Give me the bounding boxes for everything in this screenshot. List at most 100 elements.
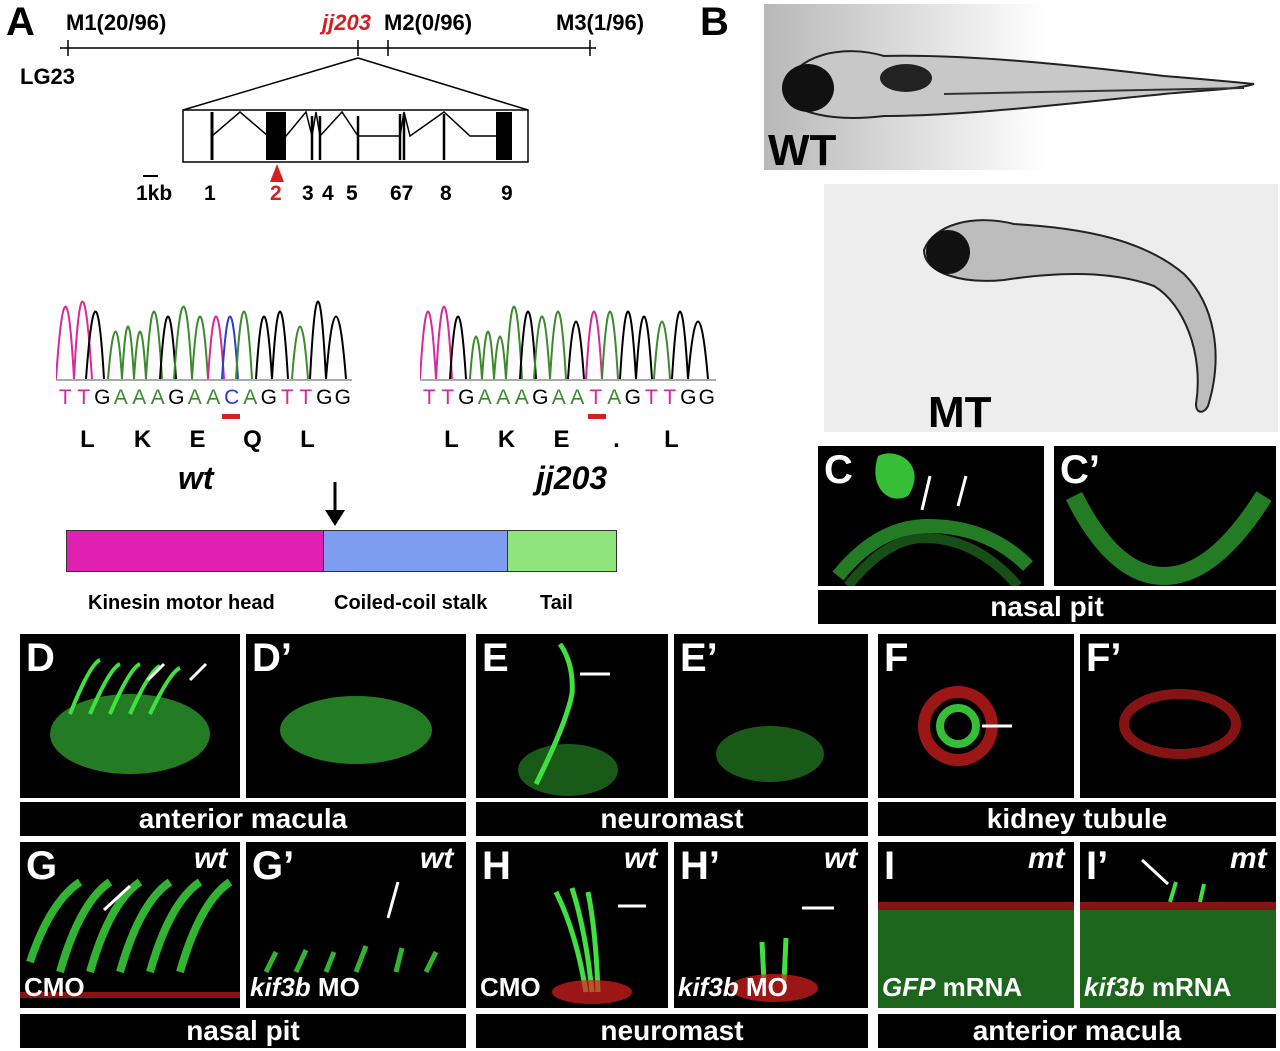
exon-label: 9	[501, 182, 513, 205]
marker-m2: M2(0/96)	[384, 10, 473, 35]
amino-acid: .	[613, 426, 620, 453]
panel-label-g: G	[26, 844, 58, 888]
base: A	[150, 386, 165, 409]
base: G	[698, 386, 715, 409]
genotype-label-h: wt	[624, 842, 658, 875]
domain-label-motor: Kinesin motor head	[88, 592, 275, 614]
amino-acid: L	[444, 426, 459, 453]
base: G	[624, 386, 641, 409]
scale-bar-label: 1kb	[136, 182, 173, 205]
exon-label: 5	[346, 182, 358, 205]
base: A	[607, 386, 622, 409]
panel-label-i2: I’	[1086, 844, 1109, 888]
exon-label: 8	[440, 182, 452, 205]
treatment-label-h: CMO	[480, 972, 541, 1002]
bar-c-nasal-pit: nasal pit	[818, 590, 1276, 624]
panel-label-d2: D’	[252, 636, 292, 680]
linkage-group-label: LG23	[20, 64, 76, 89]
treatment-label-g: CMO	[24, 972, 85, 1002]
domain-label-stalk: Coiled-coil stalk	[334, 592, 488, 614]
image-g-nasal-pit-cmo: G wt CMO	[20, 842, 240, 1008]
wt-chromatogram	[56, 300, 352, 381]
bar-i-anterior-macula: anterior macula	[878, 1014, 1276, 1048]
mutant-mutation-underline	[588, 414, 606, 419]
gene-name: GFP	[882, 972, 936, 1002]
treatment-label-i2: kif3b mRNA	[1084, 972, 1231, 1003]
wt-larva-image: WT	[764, 4, 1278, 175]
base: T	[280, 386, 294, 409]
base: T	[422, 386, 436, 409]
image-h2-neuromast-kif3b-mo: H’ wt kif3b MO	[674, 842, 868, 1008]
bar-g-nasal-pit: nasal pit	[20, 1014, 466, 1048]
image-c2-nasal-pit-mt: C’	[1054, 446, 1276, 586]
image-e2-neuromast-mt: E’	[674, 634, 868, 798]
image-d2-anterior-macula-mt: D’	[246, 634, 466, 798]
genetic-map-diagram	[60, 40, 596, 182]
base: G	[532, 386, 549, 409]
mutant-protein-sequence: L K E. L	[424, 426, 699, 454]
base: A	[551, 386, 566, 409]
gene-name: kif3b	[250, 972, 311, 1002]
base-mutation-site: C	[224, 386, 240, 409]
amino-acid: K	[133, 426, 152, 453]
exon-label: 1	[204, 182, 216, 205]
base: G	[260, 386, 277, 409]
base: A	[477, 386, 492, 409]
base: A	[570, 386, 585, 409]
treatment-label-i: GFP mRNA	[882, 972, 1022, 1003]
wt-mutation-underline	[222, 414, 240, 419]
image-c-nasal-pit-wt: C	[818, 446, 1044, 586]
image-f2-kidney-tubule-mt: F’	[1080, 634, 1276, 798]
image-e-neuromast-wt: E	[476, 634, 668, 798]
base: A	[113, 386, 128, 409]
panel-label-e: E	[482, 636, 509, 680]
panel-label-a: A	[6, 0, 35, 44]
treatment-label-g2: kif3b MO	[250, 972, 360, 1003]
base: T	[663, 386, 677, 409]
base: G	[168, 386, 185, 409]
mutant-larva-image: MT	[824, 184, 1278, 437]
base: A	[206, 386, 221, 409]
amino-acid: L	[664, 426, 679, 453]
genotype-label-g: wt	[194, 842, 228, 875]
amino-acid: Q	[243, 426, 262, 453]
bar-h-neuromast: neuromast	[476, 1014, 868, 1048]
panel-label-f: F	[884, 636, 909, 680]
treatment-type: MO	[310, 972, 360, 1002]
panel-label-g2: G’	[252, 844, 295, 888]
amino-acid: K	[497, 426, 516, 453]
panel-label-f2: F’	[1086, 636, 1122, 680]
panel-label-i: I	[884, 844, 896, 888]
bar-f-kidney-tubule: kidney tubule	[878, 802, 1276, 836]
genotype-label-i2: mt	[1230, 842, 1267, 875]
base: A	[243, 386, 258, 409]
wt-genotype-label: wt	[178, 460, 214, 496]
amino-acid: E	[189, 426, 206, 453]
genotype-label-g2: wt	[420, 842, 454, 875]
base: G	[458, 386, 475, 409]
domain-coiled-coil	[323, 530, 508, 572]
marker-m3: M3(1/96)	[556, 10, 645, 35]
mutant-chromatogram	[420, 305, 716, 381]
base: T	[441, 386, 455, 409]
base: G	[334, 386, 351, 409]
panel-label-c2: C’	[1060, 448, 1100, 492]
down-arrow-icon	[325, 482, 345, 526]
bar-d-anterior-macula: anterior macula	[20, 802, 466, 836]
wt-larva-label: WT	[768, 126, 837, 175]
genotype-label-h2: wt	[824, 842, 858, 875]
mutant-larva-label: MT	[928, 388, 992, 437]
treatment-type: mRNA	[1144, 972, 1232, 1002]
base-mutation-site: T	[589, 386, 603, 409]
panel-label-h2: H’	[680, 844, 720, 888]
mutant-genotype-label: jj203	[536, 460, 608, 496]
base: A	[496, 386, 511, 409]
gene-name: kif3b	[1084, 972, 1145, 1002]
image-h-neuromast-cmo: H wt CMO	[476, 842, 668, 1008]
base: T	[644, 386, 658, 409]
treatment-label-h2: kif3b MO	[678, 972, 788, 1003]
bar-e-neuromast: neuromast	[476, 802, 868, 836]
base: A	[187, 386, 202, 409]
